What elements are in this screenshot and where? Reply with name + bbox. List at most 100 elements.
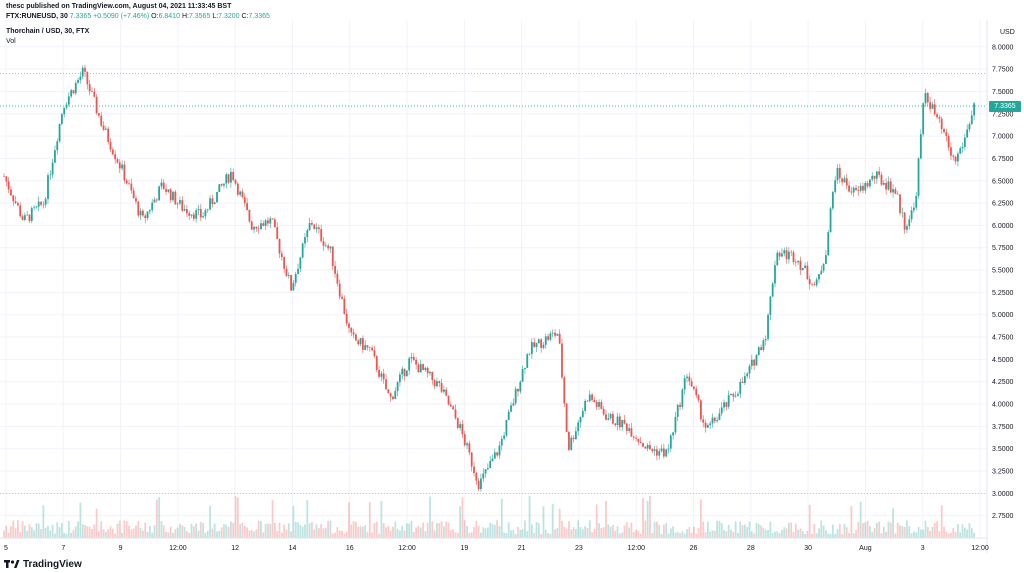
candle-body bbox=[910, 210, 913, 220]
candle-body bbox=[186, 209, 188, 214]
candle-body bbox=[51, 162, 54, 175]
volume-bar bbox=[364, 525, 367, 538]
candle-body bbox=[621, 420, 624, 428]
volume-bar bbox=[855, 529, 857, 538]
volume-bar bbox=[496, 520, 499, 538]
volume-bar bbox=[315, 524, 318, 538]
volume-bar bbox=[667, 533, 670, 538]
volume-bar bbox=[394, 521, 397, 538]
volume-bar bbox=[649, 495, 651, 538]
price-tick-label: 7.5000 bbox=[992, 89, 1014, 96]
volume-bar bbox=[716, 520, 719, 538]
candle-body bbox=[260, 223, 262, 230]
volume-bar bbox=[137, 521, 140, 538]
candle-body bbox=[725, 402, 728, 407]
volume-bar bbox=[426, 522, 429, 538]
open-label: O: bbox=[151, 13, 159, 20]
volume-bar bbox=[371, 532, 374, 538]
candle-body bbox=[565, 403, 568, 432]
volume-bar bbox=[429, 496, 431, 538]
volume-bar bbox=[181, 525, 184, 538]
volume-bar bbox=[493, 525, 496, 538]
volume-bar bbox=[243, 525, 246, 538]
volume-bar bbox=[929, 531, 932, 538]
candle-body bbox=[632, 436, 635, 438]
candle-body bbox=[158, 186, 161, 201]
candle-body bbox=[637, 438, 640, 442]
candle-body bbox=[746, 373, 749, 377]
volume-bar bbox=[445, 521, 448, 538]
volume-bar bbox=[869, 525, 871, 538]
candle-body bbox=[577, 422, 580, 432]
candle-body bbox=[130, 183, 133, 191]
candle-body bbox=[49, 174, 52, 176]
volume-bar bbox=[723, 529, 725, 538]
candle-body bbox=[790, 251, 793, 253]
volume-bar bbox=[454, 532, 457, 538]
volume-bar bbox=[86, 526, 89, 538]
candle-body bbox=[748, 365, 751, 374]
volume-bar bbox=[558, 508, 561, 538]
volume-bar bbox=[220, 527, 223, 538]
volume-bar bbox=[179, 523, 181, 538]
volume-bar bbox=[551, 503, 554, 538]
candle-body bbox=[836, 167, 839, 181]
candle-body bbox=[936, 114, 938, 118]
candle-body bbox=[669, 435, 672, 449]
volume-bar bbox=[26, 530, 29, 538]
time-tick-label: 21 bbox=[518, 545, 526, 552]
candle-body bbox=[142, 210, 144, 216]
candle-body bbox=[906, 226, 908, 230]
candle-body bbox=[533, 342, 536, 347]
candle-body bbox=[30, 208, 33, 221]
candle-body bbox=[368, 347, 371, 348]
candle-body bbox=[366, 345, 369, 348]
candle-body bbox=[586, 400, 589, 402]
candle-body bbox=[843, 178, 846, 183]
time-tick-label: 28 bbox=[747, 545, 755, 552]
candle-body bbox=[304, 237, 306, 244]
volume-bar bbox=[783, 527, 786, 538]
volume-bar bbox=[334, 532, 336, 538]
candle-body bbox=[612, 414, 614, 424]
candle-body bbox=[280, 253, 283, 258]
candle-body bbox=[100, 115, 103, 126]
candle-body bbox=[317, 227, 320, 230]
volume-bar bbox=[7, 532, 10, 538]
grid-lines bbox=[0, 20, 987, 538]
candle-body bbox=[44, 198, 47, 205]
volume-bar bbox=[167, 532, 170, 538]
volume-bar bbox=[174, 529, 177, 538]
volume-bar bbox=[540, 533, 543, 538]
volume-bar bbox=[486, 527, 489, 538]
candle-body bbox=[54, 150, 56, 163]
volume-bar bbox=[130, 529, 133, 538]
volume-bar bbox=[491, 523, 494, 538]
publish-header: thesc published on TradingView.com, Augu… bbox=[6, 2, 270, 22]
price-tick-label: 6.7500 bbox=[992, 156, 1014, 163]
candle-body bbox=[116, 159, 119, 163]
candle-body bbox=[600, 402, 603, 409]
candle-body bbox=[489, 461, 492, 469]
volume-bar bbox=[646, 500, 649, 538]
volume-bar bbox=[672, 526, 675, 538]
candle-body bbox=[385, 379, 387, 390]
ohlc-line: FTX:RUNEUSD, 30 7.3365 +0.5090 (+7.46%) … bbox=[6, 12, 270, 22]
volume-bar bbox=[699, 499, 702, 538]
volume-bar bbox=[419, 527, 422, 538]
candle-body bbox=[713, 417, 716, 422]
candle-body bbox=[125, 180, 128, 184]
candle-body bbox=[422, 364, 424, 371]
candle-body bbox=[218, 184, 221, 192]
price-tick-label: 5.2500 bbox=[992, 290, 1014, 297]
price-tick-label: 4.0000 bbox=[992, 402, 1014, 409]
volume-bar bbox=[475, 520, 478, 538]
volume-bar bbox=[142, 530, 144, 538]
candle-body bbox=[544, 336, 547, 345]
volume-bar bbox=[709, 531, 712, 538]
candle-body bbox=[922, 103, 925, 135]
candle-body bbox=[530, 342, 533, 354]
candle-body bbox=[656, 449, 658, 456]
volume-bar bbox=[19, 531, 22, 538]
